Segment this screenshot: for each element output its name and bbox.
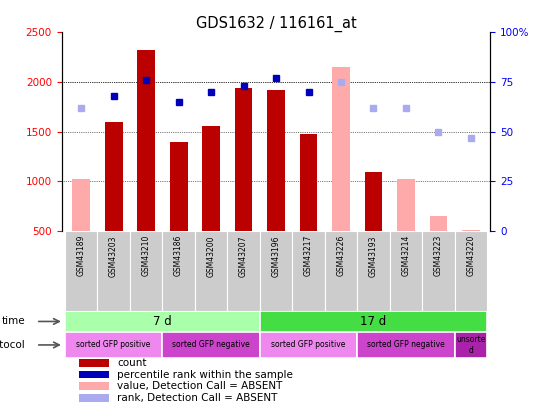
Text: GSM43207: GSM43207 [239, 235, 248, 277]
Text: sorted GFP positive: sorted GFP positive [77, 341, 151, 350]
Text: rank, Detection Call = ABSENT: rank, Detection Call = ABSENT [117, 393, 278, 403]
Bar [79, 382, 109, 390]
Bar [227, 231, 260, 311]
Bar [300, 134, 317, 231]
Text: unsorte
d: unsorte d [456, 335, 486, 355]
Text: GSM43223: GSM43223 [434, 235, 443, 277]
Bar [130, 231, 162, 311]
Bar [364, 171, 382, 231]
Bar [195, 231, 227, 311]
Text: sorted GFP negative: sorted GFP negative [367, 341, 445, 350]
Text: 17 d: 17 d [360, 315, 386, 328]
Text: GSM43203: GSM43203 [109, 235, 118, 277]
Bar [79, 359, 109, 367]
Bar [358, 332, 455, 358]
Bar [235, 88, 252, 231]
Text: GSM43226: GSM43226 [337, 235, 346, 277]
Bar [170, 142, 188, 231]
Bar [292, 231, 325, 311]
Title: GDS1632 / 116161_at: GDS1632 / 116161_at [196, 16, 356, 32]
Text: GSM43189: GSM43189 [77, 235, 86, 277]
Bar [65, 311, 260, 332]
Bar [162, 231, 195, 311]
Bar [332, 67, 350, 231]
Text: GSM43200: GSM43200 [206, 235, 215, 277]
Text: sorted GFP negative: sorted GFP negative [172, 341, 250, 350]
Text: GSM43210: GSM43210 [142, 235, 151, 277]
Bar [422, 231, 455, 311]
Text: time: time [2, 316, 25, 326]
Bar [429, 216, 448, 231]
Bar [325, 231, 358, 311]
Bar [455, 231, 487, 311]
Bar [65, 332, 162, 358]
Bar [202, 126, 220, 231]
Text: sorted GFP positive: sorted GFP positive [271, 341, 346, 350]
Text: GSM43220: GSM43220 [466, 235, 475, 277]
Bar [162, 332, 260, 358]
Text: GSM43217: GSM43217 [304, 235, 313, 277]
Text: GSM43196: GSM43196 [272, 235, 280, 277]
Text: GSM43214: GSM43214 [401, 235, 411, 277]
Bar [98, 231, 130, 311]
Bar [65, 231, 98, 311]
Bar [105, 122, 123, 231]
Bar [462, 230, 480, 231]
Bar [260, 332, 358, 358]
Bar [267, 90, 285, 231]
Text: 7 d: 7 d [153, 315, 172, 328]
Text: count: count [117, 358, 147, 368]
Bar [358, 231, 390, 311]
Bar [455, 332, 487, 358]
Text: GSM43186: GSM43186 [174, 235, 183, 277]
Text: protocol: protocol [0, 340, 25, 350]
Bar [390, 231, 422, 311]
Text: GSM43193: GSM43193 [369, 235, 378, 277]
Bar [79, 371, 109, 378]
Bar [397, 179, 415, 231]
Text: percentile rank within the sample: percentile rank within the sample [117, 369, 293, 379]
Text: value, Detection Call = ABSENT: value, Detection Call = ABSENT [117, 381, 283, 391]
Bar [79, 394, 109, 402]
Bar [260, 231, 292, 311]
Bar [260, 311, 487, 332]
Bar [72, 179, 90, 231]
Bar [137, 50, 155, 231]
